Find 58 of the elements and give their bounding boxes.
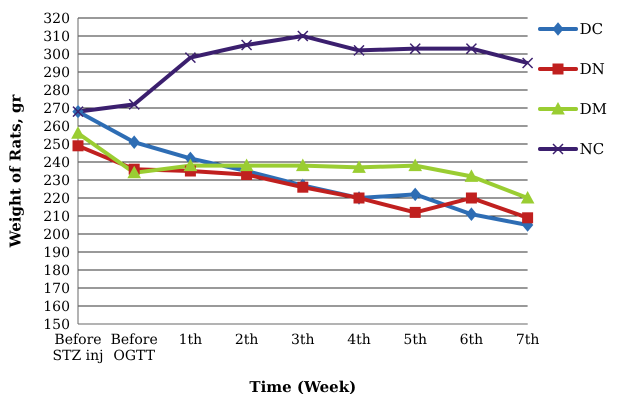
point bbox=[410, 206, 421, 218]
y-tick-label: 290 bbox=[43, 64, 70, 81]
point bbox=[522, 57, 534, 69]
point bbox=[353, 44, 365, 56]
point bbox=[128, 136, 140, 149]
legend-label: DM bbox=[580, 100, 607, 118]
y-tick-label: 190 bbox=[43, 244, 70, 261]
point bbox=[352, 160, 366, 173]
x-tick-label: 5th bbox=[403, 332, 427, 348]
point bbox=[410, 188, 421, 201]
x-tick-label: 3th bbox=[291, 332, 315, 348]
y-tick-label: 260 bbox=[43, 118, 70, 135]
y-tick-label: 310 bbox=[43, 28, 70, 45]
y-tick-label: 300 bbox=[43, 46, 70, 63]
y-tick-label: 200 bbox=[43, 226, 70, 243]
point bbox=[240, 39, 252, 51]
x-tick-label: Before OGTT bbox=[110, 332, 158, 364]
y-tick-label: 160 bbox=[43, 298, 70, 315]
x-tick-label: Before STZ inj bbox=[52, 332, 104, 364]
point bbox=[464, 170, 478, 182]
point bbox=[297, 182, 308, 193]
y-tick-label: 230 bbox=[43, 172, 70, 189]
point bbox=[522, 212, 534, 224]
legend-label: NC bbox=[580, 140, 604, 158]
point bbox=[184, 159, 197, 172]
point bbox=[409, 42, 421, 54]
x-tick-label: 2th bbox=[234, 332, 258, 348]
point bbox=[521, 192, 534, 204]
point bbox=[72, 126, 84, 139]
legend-label: DN bbox=[580, 60, 605, 78]
y-tick-label: 240 bbox=[43, 154, 70, 171]
x-axis-title: Time (Week) bbox=[249, 378, 356, 396]
x-tick-label: 6th bbox=[460, 332, 484, 348]
y-tick-label: 280 bbox=[43, 82, 70, 99]
point bbox=[128, 166, 141, 178]
point bbox=[408, 159, 422, 172]
point bbox=[240, 159, 254, 172]
point bbox=[466, 42, 478, 54]
x-tick-label: 1th bbox=[178, 332, 202, 348]
point bbox=[297, 30, 309, 42]
legend-label: DC bbox=[580, 20, 604, 38]
point bbox=[184, 52, 196, 64]
y-tick-label: 150 bbox=[43, 316, 70, 333]
y-tick-label: 320 bbox=[43, 10, 70, 27]
y-tick-label: 250 bbox=[43, 136, 70, 153]
y-tick-label: 210 bbox=[43, 208, 70, 225]
y-tick-label: 170 bbox=[43, 280, 70, 297]
point bbox=[128, 98, 140, 110]
y-tick-label: 220 bbox=[43, 190, 70, 207]
point bbox=[466, 192, 477, 204]
y-tick-label: 270 bbox=[43, 100, 70, 117]
point bbox=[296, 159, 310, 172]
x-tick-label: 4th bbox=[347, 332, 371, 348]
y-axis-title: Weight of Rats, gr bbox=[6, 93, 24, 248]
y-tick-label: 180 bbox=[43, 262, 70, 279]
x-tick-label: 7th bbox=[516, 332, 540, 348]
point bbox=[72, 140, 84, 152]
point bbox=[466, 208, 477, 221]
